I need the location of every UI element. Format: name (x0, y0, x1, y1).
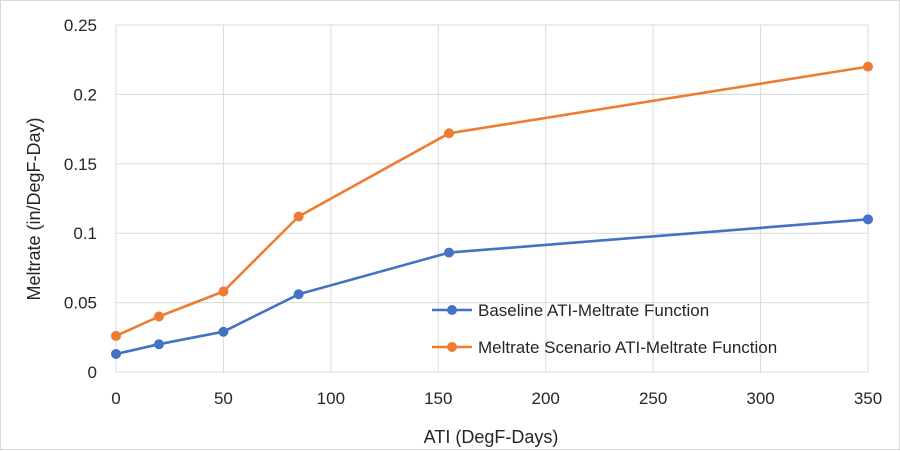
series-2 (111, 61, 873, 341)
x-tick-label: 350 (854, 389, 882, 408)
data-point (111, 330, 121, 341)
data-point (218, 326, 229, 337)
data-point (293, 289, 304, 300)
y-tick-label: 0 (88, 363, 97, 382)
legend-item: Meltrate Scenario ATI-Meltrate Function (432, 338, 777, 357)
y-axis-title: Meltrate (in/DegF-Day) (24, 117, 44, 300)
data-point (153, 311, 164, 322)
data-point (218, 286, 229, 297)
legend-label: Baseline ATI-Meltrate Function (478, 301, 709, 320)
legend-label: Meltrate Scenario ATI-Meltrate Function (478, 338, 777, 357)
y-tick-label: 0.25 (64, 16, 97, 35)
grid (115, 24, 869, 373)
series-line (115, 218, 869, 356)
legend: Baseline ATI-Meltrate Function Meltrate S… (432, 301, 777, 357)
data-point (293, 211, 304, 222)
x-tick-label: 300 (746, 389, 774, 408)
tick-labels: 0 50 100 150 200 250 300 350 0 0.05 0.1 0.15 0.2 0.25 (64, 16, 882, 408)
data-point (153, 339, 164, 350)
legend-marker (447, 305, 457, 315)
series-line (115, 65, 869, 338)
x-tick-label: 0 (111, 389, 120, 408)
data-point (444, 247, 455, 258)
y-tick-label: 0.15 (64, 155, 97, 174)
data-point (863, 61, 873, 72)
y-tick-label: 0.1 (73, 224, 97, 243)
x-tick-label: 250 (639, 389, 667, 408)
x-axis-title: ATI (DegF-Days) (424, 427, 559, 447)
data-point (111, 348, 121, 359)
y-tick-label: 0.05 (64, 294, 97, 313)
x-tick-label: 200 (532, 389, 560, 408)
x-tick-label: 150 (424, 389, 452, 408)
y-tick-label: 0.2 (73, 85, 97, 104)
x-tick-label: 50 (214, 389, 233, 408)
legend-marker (447, 342, 457, 352)
series-layer (111, 61, 873, 359)
series-1 (111, 214, 873, 359)
x-tick-label: 100 (317, 389, 345, 408)
data-point (863, 214, 873, 225)
legend-item: Baseline ATI-Meltrate Function (432, 301, 709, 320)
data-point (444, 128, 455, 139)
